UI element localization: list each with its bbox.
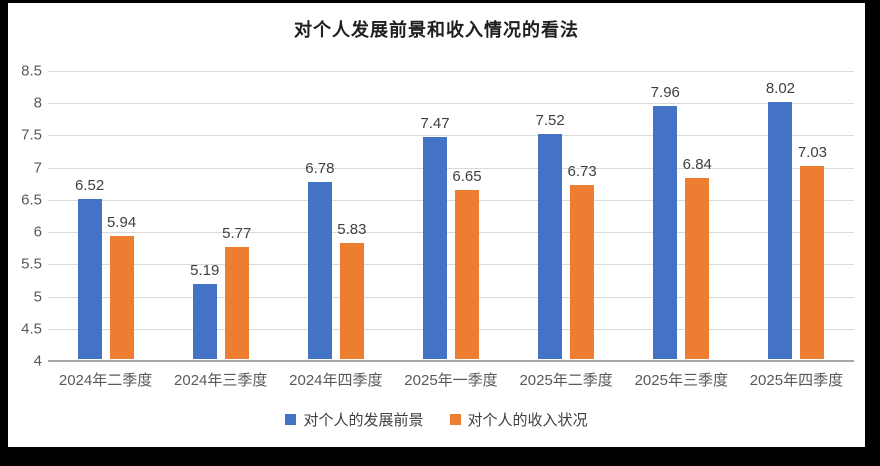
y-axis-tick-label: 6: [33, 223, 42, 241]
legend-swatch-icon: [285, 414, 297, 425]
bar-data-label: 7.47: [420, 115, 450, 133]
x-axis-line: [48, 360, 854, 362]
bar-data-label: 7.96: [650, 83, 680, 101]
bar-income: [800, 165, 825, 359]
gridline: [48, 264, 854, 266]
x-axis-category-label: 2025年四季度: [749, 372, 844, 389]
y-axis-tick-label: 8.5: [21, 62, 42, 80]
bar-development: [423, 137, 447, 359]
bar-development: [307, 181, 332, 359]
chart-frame: 对个人发展前景和收入情况的看法 8.5 8 7.5 7 6.5 6 5.5 5 4.5 4 6.5…: [8, 3, 865, 447]
x-axis-category-label: 2025年二季度: [519, 372, 613, 389]
gridline: [48, 296, 854, 298]
gridline: [48, 328, 854, 330]
y-axis-tick-label: 5: [33, 288, 42, 306]
bar-development: [768, 101, 793, 359]
bar-income: [570, 185, 595, 359]
bar-income: [224, 246, 249, 359]
bar-data-label: 6.52: [74, 176, 105, 194]
bar-data-label: 5.77: [222, 224, 252, 242]
bar-development: [538, 134, 563, 359]
gridline: [48, 135, 854, 137]
legend-label: 对个人的发展前景: [303, 412, 424, 429]
bar-data-label: 5.19: [190, 262, 220, 280]
bar-income: [455, 190, 479, 359]
y-axis-tick-label: 4.5: [21, 320, 42, 338]
x-axis-category-label: 2024年二季度: [58, 372, 153, 389]
bar-data-label: 6.65: [452, 168, 482, 186]
bar-data-label: 6.78: [305, 159, 335, 177]
bar-data-label: 7.03: [797, 143, 828, 161]
legend: 对个人的发展前景 对个人的收入状况: [8, 409, 865, 430]
legend-swatch-icon: [449, 414, 461, 425]
y-axis-tick-label: 5.5: [21, 255, 42, 273]
chart-title: 对个人发展前景和收入情况的看法: [294, 20, 579, 40]
y-axis-tick-label: 4: [33, 352, 42, 370]
plot-area: 6.52 5.19 6.78 7.47 7.52 7.96 8.02 5.94 5.77 5.83…: [48, 71, 854, 362]
x-axis-category-label: 2024年三季度: [174, 372, 268, 389]
gridline: [48, 199, 854, 201]
gridline: [48, 232, 854, 234]
gridline: [48, 167, 854, 169]
x-axis: 2024年二季度 2024年三季度 2024年四季度 2025年一季度 2025年二季度…: [48, 369, 854, 390]
bar-income: [339, 243, 364, 359]
bar-data-label: 7.52: [535, 112, 565, 130]
legend-label: 对个人的收入状况: [467, 412, 588, 429]
y-axis-tick-label: 7.5: [21, 126, 42, 144]
y-axis-tick-label: 8: [33, 94, 42, 112]
bar-income: [109, 235, 134, 359]
legend-item: 对个人的收入状况: [449, 409, 588, 430]
x-axis-category-label: 2024年四季度: [289, 372, 383, 389]
bar-development: [653, 105, 678, 359]
bar-data-label: 8.02: [765, 79, 796, 97]
bar-data-label: 6.73: [567, 163, 597, 181]
gridline: [48, 71, 854, 72]
gridline: [48, 103, 854, 105]
y-axis-tick-label: 6.5: [21, 191, 42, 209]
y-axis-tick-label: 7: [33, 159, 42, 177]
bar-income: [685, 177, 710, 359]
bar-development: [192, 284, 217, 359]
bar-data-label: 5.94: [106, 213, 137, 231]
bar-data-label: 6.84: [682, 155, 712, 173]
x-axis-category-label: 2025年一季度: [404, 372, 498, 389]
legend-item: 对个人的发展前景: [285, 409, 424, 430]
bar-development: [77, 198, 102, 359]
bar-data-label: 5.83: [337, 221, 367, 239]
y-axis: 8.5 8 7.5 7 6.5 6 5.5 5 4.5 4: [8, 63, 42, 370]
x-axis-category-label: 2025年三季度: [634, 372, 728, 389]
